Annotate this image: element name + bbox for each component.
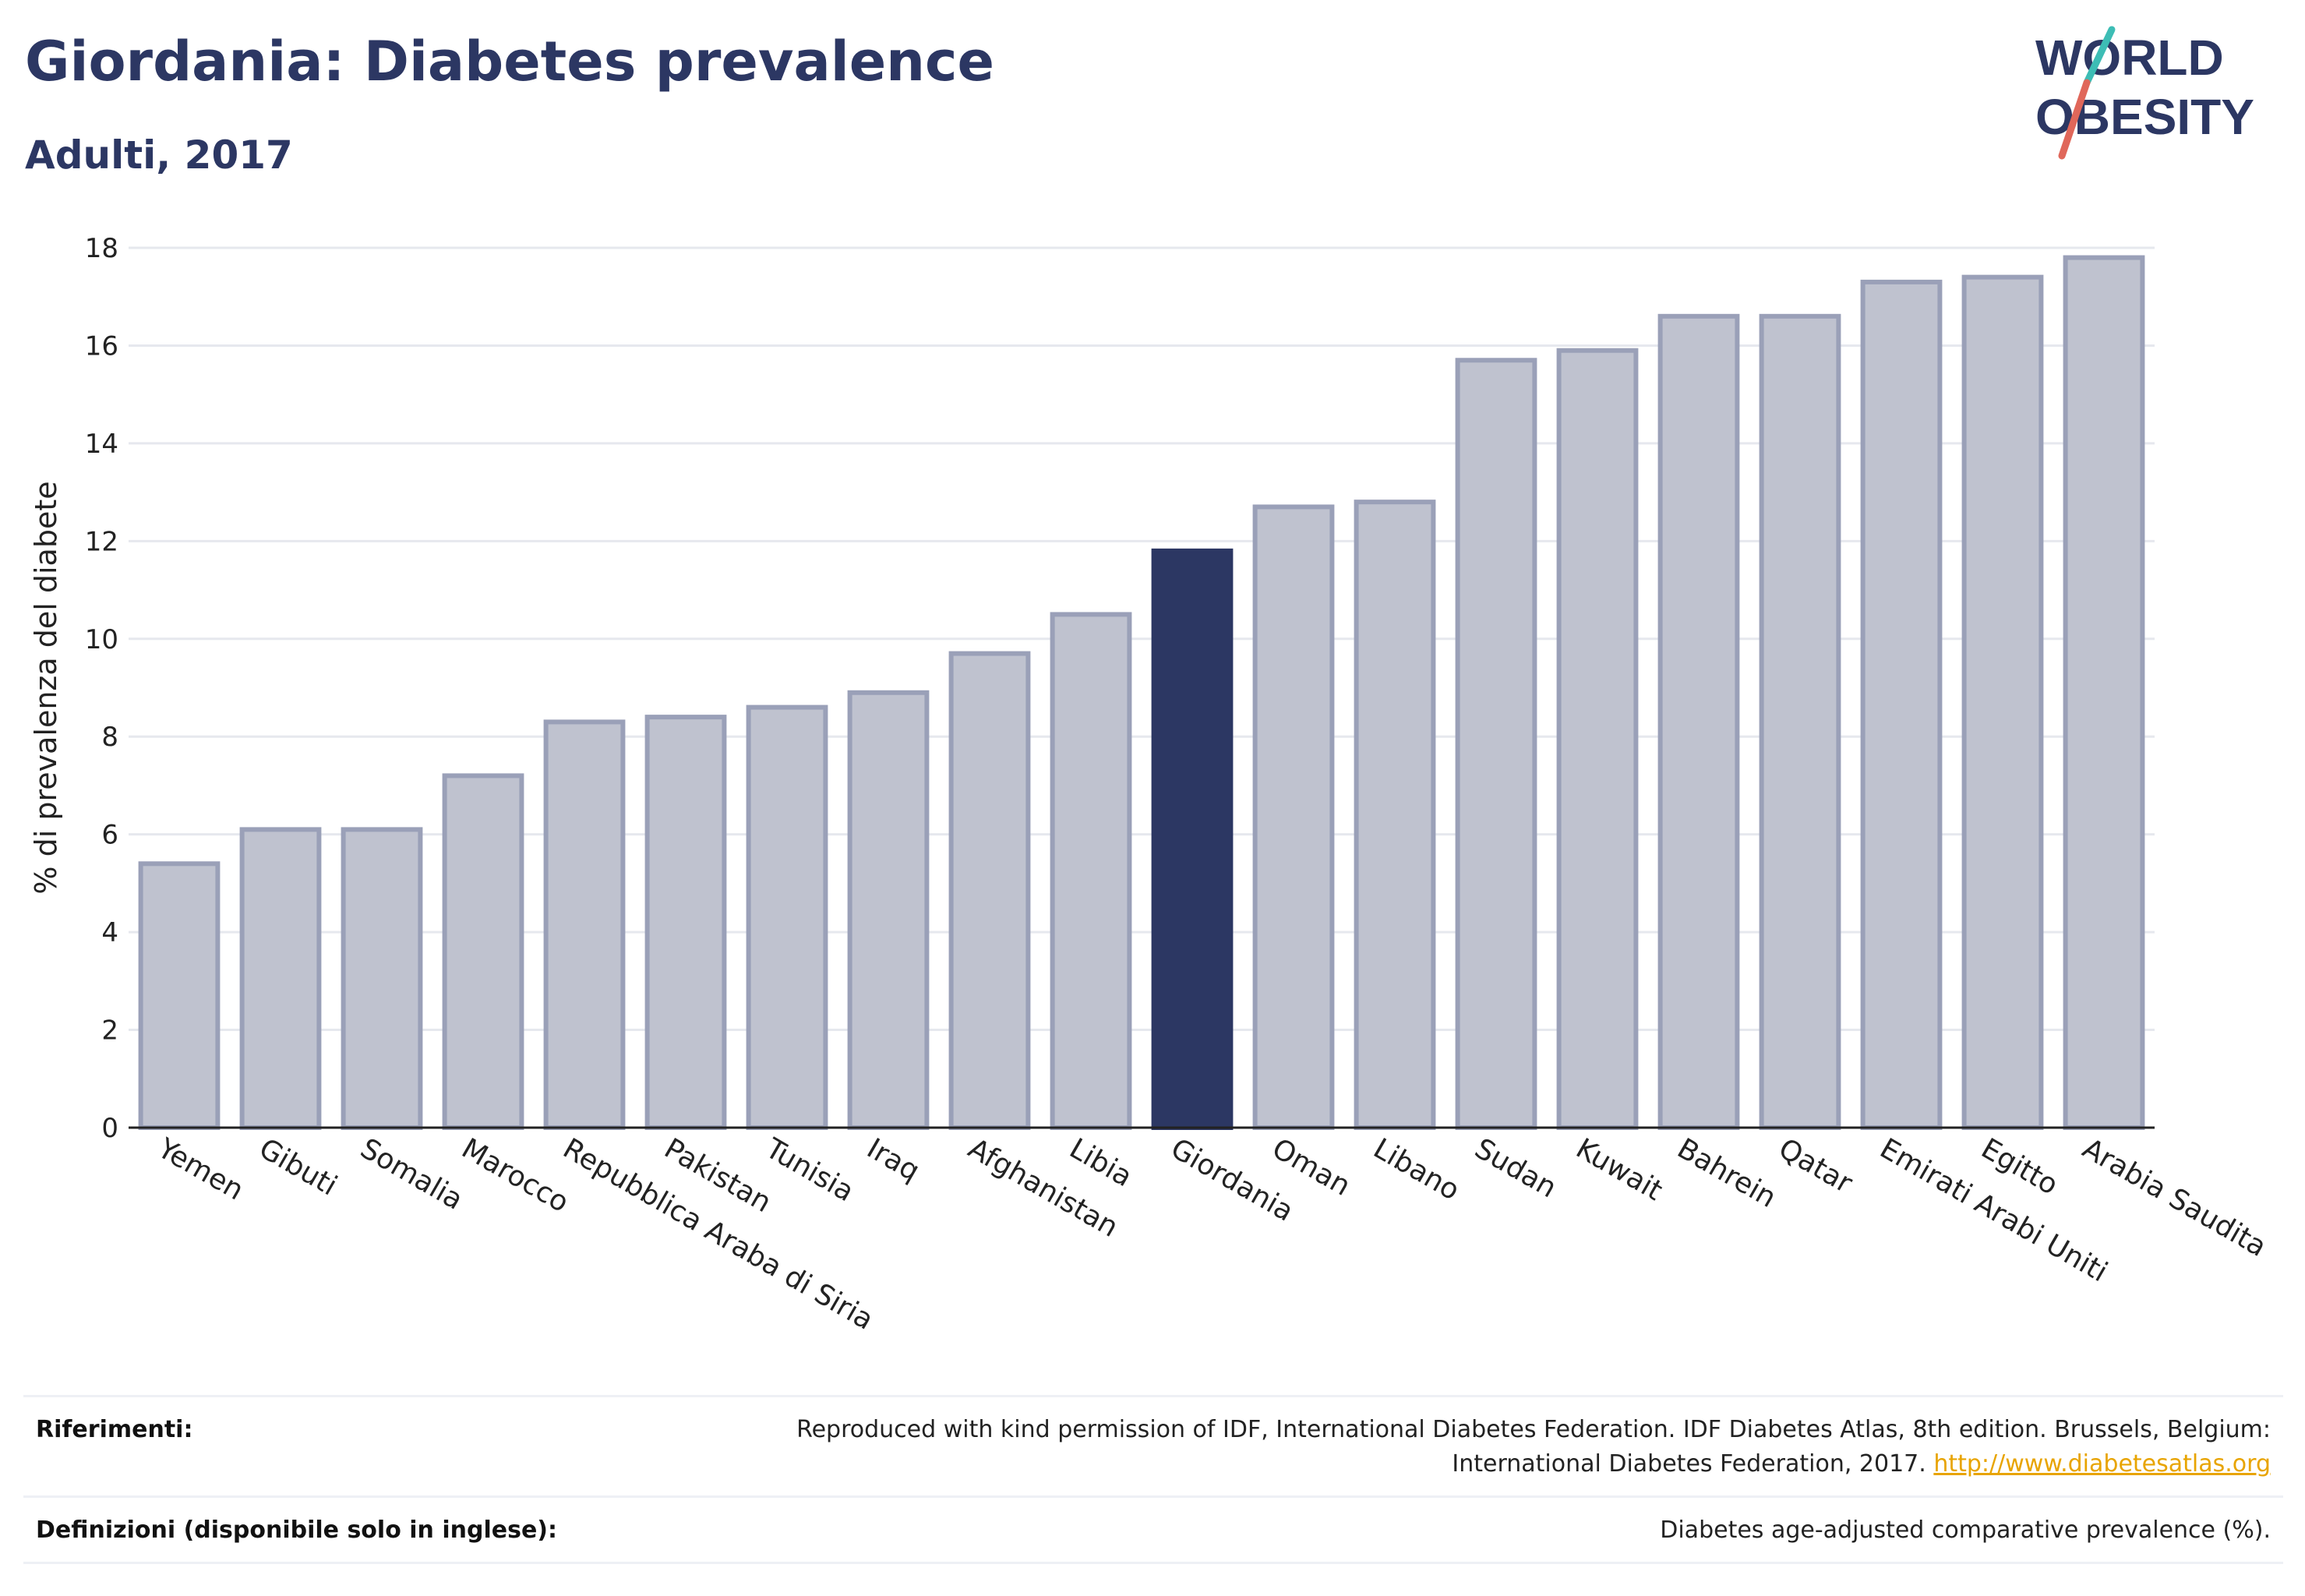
bar	[644, 715, 727, 1130]
world-obesity-logo: WORLD OBESITY	[2035, 26, 2254, 160]
bar	[2063, 255, 2145, 1130]
references-value: Reproduced with kind permission of IDF, …	[712, 1413, 2271, 1481]
x-tick-label: Qatar	[1774, 1132, 1858, 1199]
bar	[1759, 313, 1841, 1130]
bar	[1050, 612, 1132, 1130]
y-axis-ticks: 0 2 4 6 8 10 12 14 16 18	[85, 233, 118, 1144]
y-tick-label: 6	[101, 820, 118, 851]
x-tick-label: Libia	[1064, 1132, 1138, 1193]
bar	[1556, 348, 1639, 1130]
y-tick-label: 8	[101, 722, 118, 753]
logo-slash-teal	[2083, 26, 2116, 87]
chart-title: Giordania: Diabetes prevalence	[25, 30, 994, 94]
y-axis-title: % di prevalenza del diabete	[29, 481, 63, 894]
references-label: Riferimenti:	[36, 1416, 193, 1443]
references-text: Reproduced with kind permission of IDF, …	[796, 1416, 2271, 1478]
bars	[138, 255, 2145, 1131]
logo-slash-red	[2058, 79, 2091, 160]
bar	[1354, 500, 1436, 1130]
x-tick-label: Libano	[1368, 1132, 1465, 1206]
definitions-row: Definizioni (disponibile solo in inglese…	[23, 1495, 2283, 1564]
bar	[138, 861, 221, 1131]
bar	[1252, 504, 1335, 1130]
bar	[543, 719, 626, 1130]
x-tick-label: Yemen	[152, 1132, 249, 1207]
bar	[948, 651, 1031, 1130]
x-tick-label: Kuwait	[1571, 1132, 1668, 1207]
bar	[1961, 274, 2044, 1131]
x-tick-label: Bahrein	[1672, 1132, 1781, 1214]
bar	[1455, 358, 1537, 1130]
y-tick-label: 0	[101, 1113, 118, 1144]
y-tick-label: 4	[101, 917, 118, 948]
y-tick-label: 14	[85, 429, 118, 460]
y-tick-label: 16	[85, 330, 118, 362]
chart-subtitle: Adulti, 2017	[25, 132, 293, 178]
logo-line1: WORLD	[2035, 30, 2224, 86]
bar-chart: 0 2 4 6 8 10 12 14 16 18 Yemen Gibuti SomaliaMarocc…	[29, 233, 2272, 1336]
bar	[239, 827, 322, 1130]
y-tick-label: 12	[85, 526, 118, 557]
references-row: Riferimenti: Reproduced with kind permis…	[23, 1395, 2283, 1495]
x-tick-label: Iraq	[862, 1132, 925, 1188]
bar	[746, 704, 828, 1130]
gridlines	[129, 246, 2155, 1129]
x-tick-label: Marocco	[457, 1132, 574, 1219]
bar	[442, 773, 524, 1131]
bar	[1657, 313, 1740, 1130]
definitions-label: Definizioni (disponibile solo in inglese…	[36, 1517, 557, 1544]
y-tick-label: 2	[101, 1015, 118, 1047]
x-tick-label: Tunisia	[760, 1132, 860, 1208]
references-link[interactable]: http://www.diabetesatlas.org	[1933, 1450, 2271, 1478]
y-tick-label: 18	[85, 233, 118, 264]
footer-table: Riferimenti: Reproduced with kind permis…	[23, 1395, 2283, 1564]
bar	[1860, 279, 1943, 1131]
x-tick-label: Gibuti	[254, 1132, 343, 1202]
bar-highlight	[1151, 548, 1234, 1130]
y-tick-label: 10	[85, 624, 118, 655]
bar	[847, 690, 930, 1130]
x-tick-label: Sudan	[1470, 1132, 1562, 1204]
x-tick-label: Somalia	[355, 1132, 468, 1216]
bar	[341, 827, 423, 1130]
x-tick-label: Arabia Saudita	[2077, 1132, 2272, 1263]
definitions-value: Diabetes age-adjusted comparative preval…	[1660, 1517, 2271, 1544]
